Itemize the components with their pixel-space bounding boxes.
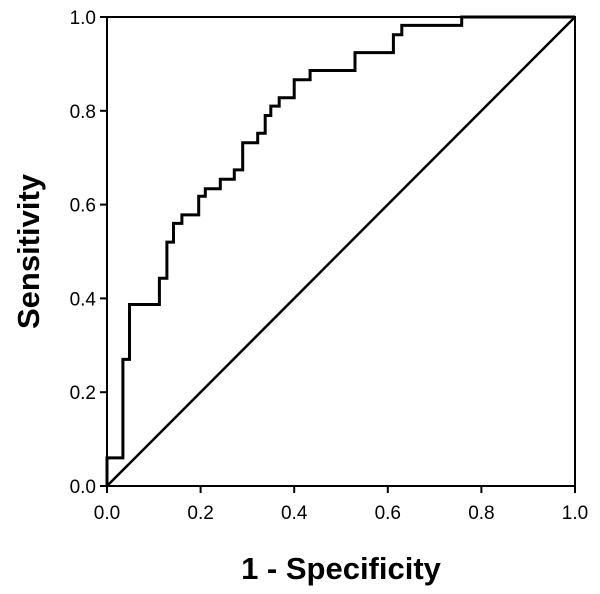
- x-tick-label: 0.2: [187, 503, 213, 524]
- y-tick-label: 0.0: [70, 477, 96, 498]
- x-axis-title: 1 - Specificity: [241, 551, 442, 586]
- y-tick-label: 0.6: [70, 196, 96, 217]
- x-tick-label: 0.4: [281, 503, 308, 524]
- x-tick-label: 0.8: [468, 503, 494, 524]
- reference-diagonal-line: [106, 16, 576, 487]
- x-tick-label: 0.6: [375, 503, 401, 524]
- y-tick-label: 1.0: [70, 8, 96, 29]
- y-axis-title: Sensitivity: [11, 173, 46, 329]
- x-tick-label: 1.0: [562, 503, 588, 524]
- roc-curve-line: [105, 15, 575, 486]
- x-tick-label: 0.0: [94, 503, 120, 524]
- y-tick-label: 0.8: [70, 102, 96, 123]
- plot-frame: [106, 16, 576, 487]
- y-axis-ticks: 0.0 0.2 0.4 0.6 0.8 1.0: [70, 8, 107, 498]
- y-tick-label: 0.2: [70, 383, 96, 404]
- x-axis-ticks: 0.0 0.2 0.4 0.6 0.8 1.0: [94, 486, 588, 524]
- plot-marks: [105, 15, 576, 487]
- y-tick-label: 0.4: [70, 289, 97, 310]
